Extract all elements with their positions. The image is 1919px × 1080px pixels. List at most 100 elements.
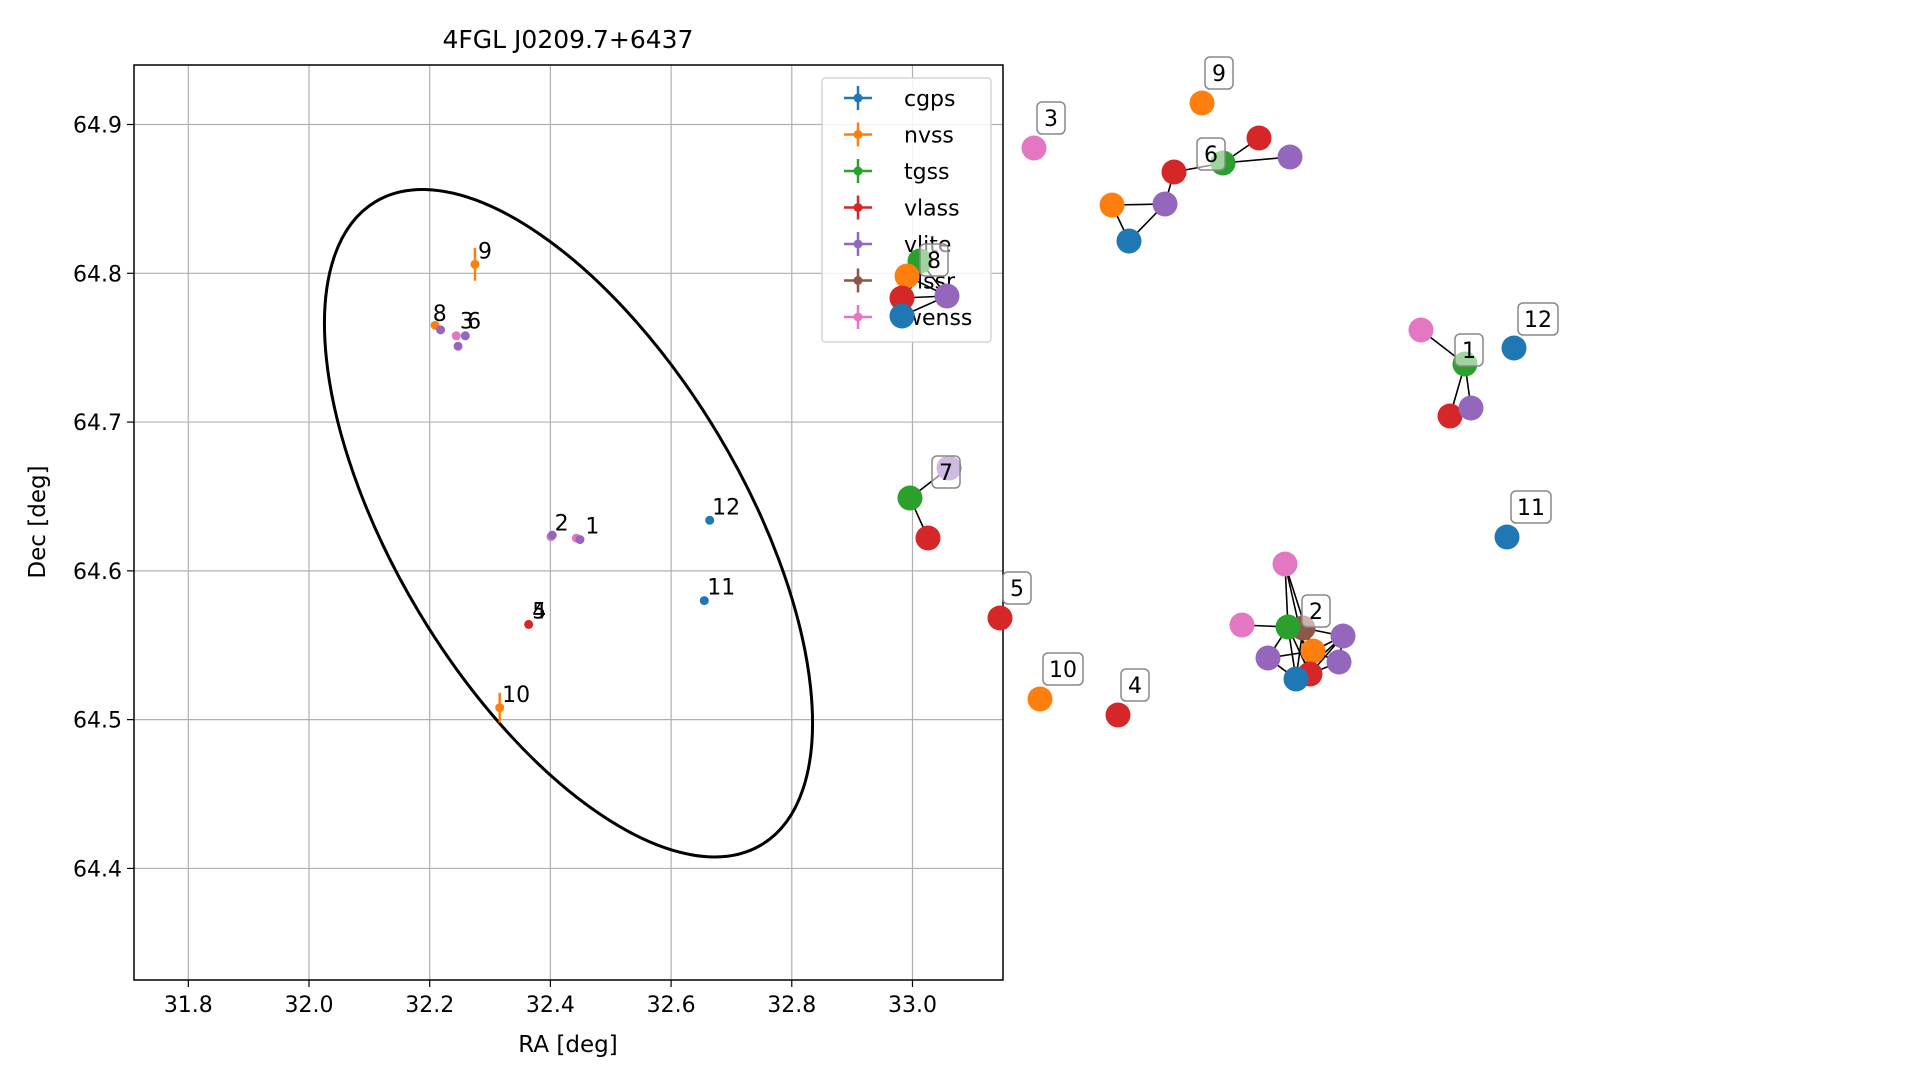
x-tick-label: 31.8 xyxy=(164,993,213,1018)
graph-label: 7 xyxy=(939,461,953,486)
legend-marker-dot xyxy=(853,312,863,322)
graph-node-vlass xyxy=(889,285,915,311)
graph-node-vlite xyxy=(1152,191,1178,217)
graph-label-box xyxy=(1002,571,1032,605)
x-tick-label: 32.8 xyxy=(767,993,816,1018)
graph-node-wenss xyxy=(1272,551,1298,577)
point-label: 3 xyxy=(460,309,474,334)
point-labels: 9 8 36 2 1 12 11 54 10 xyxy=(433,239,740,707)
legend-box xyxy=(821,77,992,343)
legend: cgpsnvsstgssvlassvlitevlssrwenss xyxy=(821,77,992,343)
graph-label-box xyxy=(1120,668,1150,702)
point-label: 9 xyxy=(478,239,492,264)
graph-node-cgps xyxy=(889,303,915,329)
point-label: 6 xyxy=(467,309,481,334)
graph-label-box xyxy=(1510,490,1552,524)
x-tick-label: 32.0 xyxy=(285,993,334,1018)
graph-node-vlite xyxy=(1255,645,1281,671)
legend-label-nvss: nvss xyxy=(904,124,954,149)
graph-node-wenss xyxy=(1021,135,1047,161)
data-points xyxy=(430,248,715,723)
graph-node-vlass xyxy=(1246,125,1272,151)
legend-label-cgps: cgps xyxy=(904,87,956,112)
y-tick-label: 64.8 xyxy=(73,262,122,287)
grid-lines xyxy=(134,65,1003,980)
graph-node-nvss xyxy=(1189,90,1215,116)
graph-node-tgss xyxy=(1275,614,1301,640)
graph-node-cgps xyxy=(1116,228,1142,254)
x-axis-ticks: 31.8 32.0 32.2 32.4 32.6 32.8 33.0 xyxy=(164,980,937,1018)
graph-node-nvss xyxy=(1300,638,1326,664)
scatter-point-cgps xyxy=(699,596,709,606)
point-label: 4 xyxy=(532,599,546,624)
y-tick-label: 64.9 xyxy=(73,114,122,139)
graph-node-vlass xyxy=(915,525,941,551)
scatter-point-vlite xyxy=(547,530,557,540)
y-tick-label: 64.6 xyxy=(73,560,122,585)
scatter-point-vlite xyxy=(436,325,446,335)
graph-node-vlass xyxy=(1105,702,1131,728)
y-tick-label: 64.7 xyxy=(73,411,122,436)
x-axis-label: RA [deg] xyxy=(518,1032,617,1058)
point-label: 11 xyxy=(707,576,735,601)
legend-marker-dot xyxy=(853,203,863,212)
scatter-point-vlite xyxy=(575,535,585,545)
graph-node-nvss xyxy=(894,263,920,289)
chart-title: 4FGL J0209.7+6437 xyxy=(443,25,694,54)
graph-node-vlite xyxy=(1326,649,1352,675)
x-tick-label: 32.6 xyxy=(647,993,696,1018)
point-label: 12 xyxy=(712,495,740,520)
scatter-point-vlass xyxy=(524,619,534,629)
graph-label: 4 xyxy=(1128,674,1142,699)
x-tick-label: 32.4 xyxy=(526,993,575,1018)
legend-marker-dot xyxy=(853,239,863,249)
graph-node-cgps xyxy=(1501,335,1527,361)
scatter-point-vlite xyxy=(453,341,463,351)
graph-label: 12 xyxy=(1524,308,1552,333)
x-tick-label: 33.0 xyxy=(888,993,937,1018)
graph-node-wenss xyxy=(1408,317,1434,343)
graph-label: 10 xyxy=(1049,658,1077,683)
x-tick-label: 32.2 xyxy=(405,993,454,1018)
graph-node-cgps xyxy=(1283,666,1309,692)
graph-label: 11 xyxy=(1517,496,1545,521)
graph-label-box xyxy=(1196,137,1226,171)
graph-node-vlite xyxy=(934,283,960,309)
legend-label-tgss: tgss xyxy=(904,160,950,185)
error-ellipse-layer xyxy=(322,188,815,859)
point-label: 1 xyxy=(585,515,599,540)
graph-label: 2 xyxy=(1309,600,1323,625)
graph-node-wenss xyxy=(1229,612,1255,638)
legend-marker-dot xyxy=(853,276,863,285)
legend-marker-dot xyxy=(853,93,863,103)
graph-label: 1 xyxy=(1462,339,1476,364)
y-tick-label: 64.5 xyxy=(73,709,122,734)
y-axis-ticks: 64.4 64.5 64.6 64.7 64.8 64.9 xyxy=(73,114,134,882)
graph-label-box xyxy=(919,243,949,277)
graph-node-vlite xyxy=(1277,144,1303,170)
graph-label: 8 xyxy=(927,249,941,274)
legend-label-vlass: vlass xyxy=(904,197,960,222)
graph-node-cgps xyxy=(1494,524,1520,550)
graph-node-vlass xyxy=(987,605,1013,631)
graph-node-vlass xyxy=(1437,403,1463,429)
legend-marker-dot xyxy=(853,166,863,176)
graph-node-vlass xyxy=(1161,159,1187,185)
graph-node-vlite xyxy=(1458,395,1484,421)
plot-frame xyxy=(133,64,1004,981)
scatter-point-nvss xyxy=(495,703,505,713)
graph-node-tgss xyxy=(897,485,923,511)
graph-label-box xyxy=(1204,56,1234,90)
graph-label-box xyxy=(931,455,961,489)
legend-marker-dot xyxy=(853,130,863,139)
point-label: 8 xyxy=(433,302,447,327)
y-tick-label: 64.4 xyxy=(73,857,122,882)
graph-label: 9 xyxy=(1212,62,1226,87)
graph-label-box xyxy=(1517,302,1559,336)
graph-node-vlite xyxy=(1330,623,1356,649)
graph-label-box xyxy=(1454,333,1484,367)
graph-node-nvss xyxy=(1027,686,1053,712)
